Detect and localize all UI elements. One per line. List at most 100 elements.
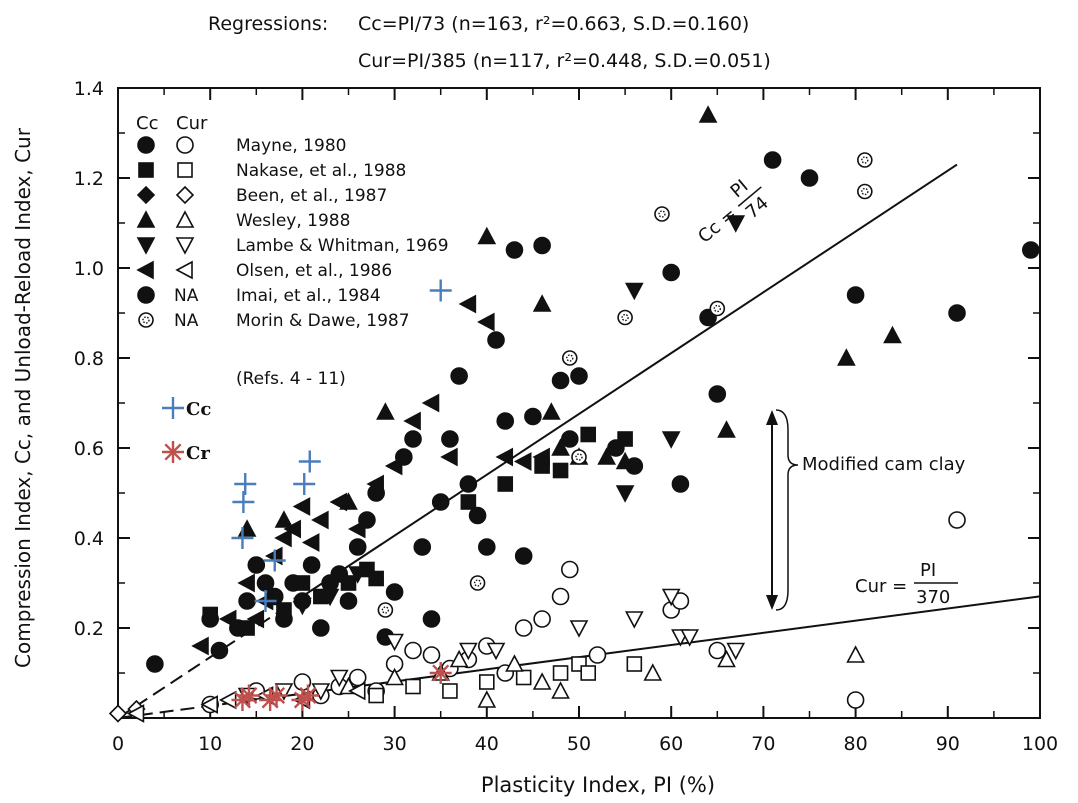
point-asterisk <box>265 684 288 707</box>
x-tick-label: 90 <box>936 733 960 755</box>
point-open-diamond <box>108 704 128 723</box>
point-filled-circle <box>662 263 681 282</box>
y-axis-label: Compression Index, Cc, and Unload-Reload… <box>11 127 35 668</box>
point-filled-triangle-left <box>532 447 550 467</box>
legend-header-cc: Cc <box>136 113 158 134</box>
x-tick-label: 60 <box>659 733 683 755</box>
point-dotted-circle <box>571 449 587 465</box>
y-tick-label: 0.8 <box>74 348 104 370</box>
x-tick-label: 80 <box>844 733 868 755</box>
legend-marker-cc <box>137 136 155 154</box>
added-legend: Cc Cr <box>162 397 211 464</box>
legend-marker-cc <box>136 210 156 228</box>
point-filled-circle <box>671 475 690 493</box>
point-filled-triangle-up <box>698 105 718 123</box>
point-open-triangle-down <box>311 683 331 701</box>
point-filled-triangle-left <box>403 411 421 431</box>
point-filled-triangle-left <box>274 528 292 548</box>
point-filled-square <box>340 575 357 591</box>
point-filled-triangle-down <box>615 485 635 503</box>
point-open-triangle-down <box>661 588 681 607</box>
legend-label: Imai, et al., 1984 <box>236 286 381 306</box>
point-open-circle <box>551 587 570 606</box>
point-open-triangle-left <box>126 704 145 723</box>
legend-cur-na: NA <box>174 311 199 331</box>
point-open-triangle-down <box>624 611 644 629</box>
point-filled-triangle-down <box>624 282 644 301</box>
regression-cc: Cc=PI/73 (n=163, r²=0.663, S.D.=0.160) <box>358 13 749 35</box>
point-dotted-circle <box>857 183 873 200</box>
legend-marker-cc <box>136 260 154 280</box>
point-filled-circle <box>468 506 487 525</box>
x-tick-label: 50 <box>567 733 591 755</box>
legend-label: Wesley, 1988 <box>236 211 350 231</box>
point-open-triangle-down <box>329 669 349 688</box>
point-filled-circle <box>496 412 515 430</box>
point-filled-circle <box>560 430 579 448</box>
x-tick-label: 100 <box>1022 733 1058 755</box>
legend-marker-cur <box>175 237 195 255</box>
point-filled-triangle-left <box>237 573 255 593</box>
point-dotted-circle <box>561 350 578 366</box>
point-filled-triangle-left <box>218 609 237 629</box>
point-filled-circle <box>459 475 478 493</box>
point-open-square <box>580 665 597 681</box>
point-open-square <box>552 665 569 681</box>
legend-label: Lambe & Whitman, 1969 <box>236 236 449 256</box>
x-tick-label: 70 <box>751 733 775 755</box>
point-filled-circle <box>524 407 542 426</box>
point-filled-circle <box>302 556 321 574</box>
legend-label: Been, et al., 1987 <box>236 186 387 206</box>
point-open-circle <box>948 511 966 529</box>
point-filled-circle <box>247 556 266 574</box>
cam-clay-brace <box>775 409 799 611</box>
point-filled-triangle-up <box>376 402 395 420</box>
point-plus <box>429 279 452 302</box>
point-filled-triangle-left <box>477 312 495 332</box>
point-filled-triangle-left <box>329 492 348 512</box>
point-filled-triangle-left <box>513 452 532 471</box>
point-filled-square <box>460 494 477 510</box>
point-open-triangle-down <box>459 642 478 661</box>
point-filled-triangle-down <box>320 588 340 607</box>
cur-line-label-den: 370 <box>916 587 950 608</box>
point-open-triangle-left <box>348 681 366 701</box>
x-tick-label: 0 <box>112 733 124 755</box>
cam-clay-arrow-head-top <box>766 410 778 425</box>
point-plus <box>254 590 277 612</box>
legend-label: Mayne, 1980 <box>236 136 346 156</box>
point-filled-circle <box>146 655 164 673</box>
point-filled-triangle-down <box>348 566 368 584</box>
point-open-square <box>368 687 384 704</box>
legend-marker-cur <box>176 136 194 154</box>
line-labels: Cc = PI 74 Cur = PI 370 <box>694 176 958 608</box>
regression-line-1 <box>302 595 1041 695</box>
point-filled-triangle-up <box>551 438 570 456</box>
legend-marker-cur <box>177 162 193 178</box>
legend-marker-cur <box>175 210 195 228</box>
point-open-triangle-up <box>717 649 736 668</box>
point-filled-circle <box>570 367 588 385</box>
point-open-circle <box>422 646 441 664</box>
point-filled-triangle-left <box>311 510 329 530</box>
x-tick-label: 30 <box>383 733 407 755</box>
added-legend-label: Cr <box>186 443 210 464</box>
x-tick-label: 20 <box>290 733 314 755</box>
point-filled-triangle-left <box>292 497 311 516</box>
y-tick-label: 0.2 <box>74 618 104 640</box>
y-tick-label: 0.6 <box>74 438 104 460</box>
point-filled-triangle-left <box>495 447 514 467</box>
data-points <box>108 105 1040 723</box>
point-filled-triangle-up <box>274 510 294 528</box>
point-filled-circle <box>238 592 256 610</box>
point-plus <box>298 450 321 473</box>
point-filled-triangle-left <box>348 519 366 539</box>
point-open-square <box>478 674 495 690</box>
point-open-triangle-up <box>385 667 404 686</box>
point-filled-circle <box>846 286 865 304</box>
point-filled-triangle-left <box>366 474 384 494</box>
point-filled-triangle-left <box>283 519 301 539</box>
point-open-circle <box>404 641 422 660</box>
point-filled-circle <box>948 304 966 322</box>
point-open-circle <box>588 646 607 664</box>
